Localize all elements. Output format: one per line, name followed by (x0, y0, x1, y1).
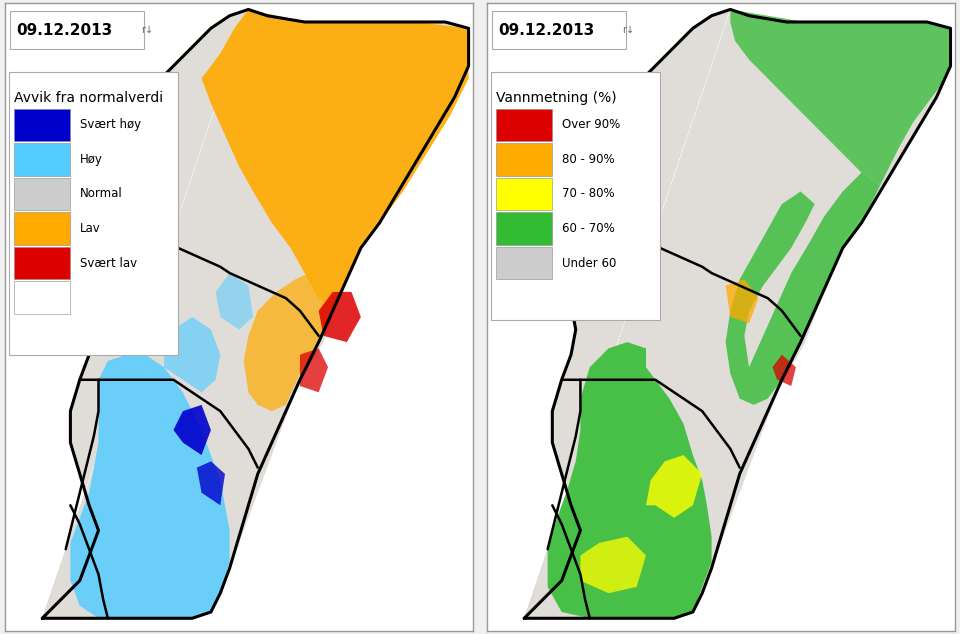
Bar (14, 281, 70, 314)
Bar (14, 212, 70, 245)
Text: 80 - 90%: 80 - 90% (562, 153, 614, 166)
Polygon shape (174, 405, 211, 455)
Text: Norske
Vanndrager: Norske Vanndrager (121, 295, 170, 314)
Text: r↓: r↓ (141, 25, 153, 35)
Polygon shape (197, 462, 225, 505)
Polygon shape (524, 10, 950, 618)
Bar (496, 178, 552, 210)
Text: 60 - 70%: 60 - 70% (562, 222, 614, 235)
Polygon shape (164, 317, 220, 392)
Text: Svært høy: Svært høy (80, 119, 141, 131)
Polygon shape (731, 10, 950, 185)
Polygon shape (300, 348, 328, 392)
Polygon shape (70, 354, 229, 618)
FancyBboxPatch shape (11, 11, 144, 49)
Text: Over 90%: Over 90% (562, 119, 620, 131)
Polygon shape (773, 354, 796, 386)
Bar (10, 72, 179, 354)
Text: 09.12.2013: 09.12.2013 (498, 23, 594, 37)
Polygon shape (244, 273, 333, 411)
Polygon shape (319, 292, 361, 342)
Text: Høy: Høy (80, 153, 103, 166)
Polygon shape (202, 10, 468, 311)
Text: Under 60: Under 60 (562, 257, 616, 269)
Bar (496, 108, 552, 141)
Text: Avvik fra normalverdi: Avvik fra normalverdi (14, 91, 163, 105)
Bar (496, 247, 552, 280)
Polygon shape (216, 273, 253, 330)
Polygon shape (646, 455, 702, 518)
Text: Normal: Normal (80, 188, 123, 200)
Polygon shape (42, 10, 468, 618)
Text: r↓: r↓ (623, 25, 635, 35)
Text: Vannmetning (%): Vannmetning (%) (496, 91, 616, 105)
Polygon shape (581, 536, 646, 593)
Bar (496, 143, 552, 176)
Text: 70 - 80%: 70 - 80% (562, 188, 614, 200)
Bar (14, 143, 70, 176)
Text: 09.12.2013: 09.12.2013 (16, 23, 112, 37)
FancyBboxPatch shape (492, 11, 626, 49)
Bar (14, 247, 70, 280)
Polygon shape (726, 280, 758, 323)
Text: Lav: Lav (80, 222, 101, 235)
Bar (14, 108, 70, 141)
Text: Svært lav: Svært lav (80, 257, 137, 269)
Bar (492, 72, 660, 320)
Polygon shape (726, 172, 880, 405)
Polygon shape (547, 342, 711, 618)
Bar (496, 212, 552, 245)
Bar (14, 178, 70, 210)
Text: Norske
Vanndrager: Norske Vanndrager (603, 295, 652, 314)
